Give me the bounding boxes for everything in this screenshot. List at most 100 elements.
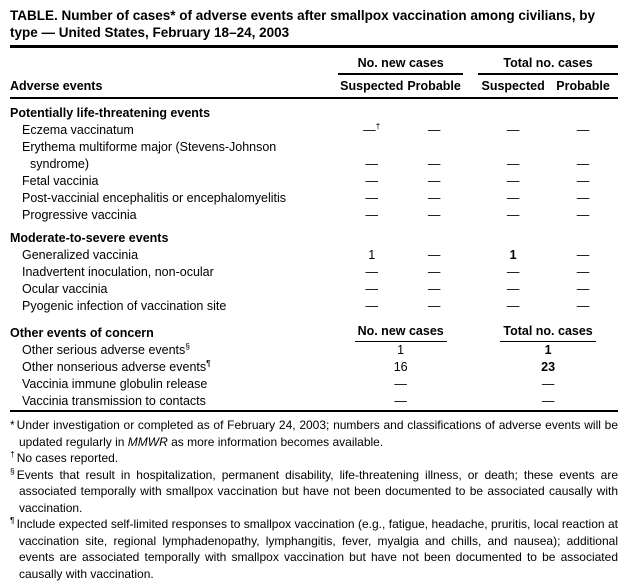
table-title: TABLE. Number of cases* of adverse event… [10, 8, 595, 40]
row-label: Erythema multiforme major (Stevens-Johns… [22, 140, 277, 171]
cell-total-suspected: — [506, 299, 520, 313]
cell-new-cases: 1 [397, 343, 405, 357]
cell-total-probable: — [576, 248, 590, 262]
table-row-post-vaccinial-encephalitis: Post-vaccinial encephalitis or encephalo… [10, 190, 618, 207]
spacer-cell [463, 264, 478, 281]
cell-total-probable: — [576, 174, 590, 188]
row-label: Vaccinia immune globulin release [22, 377, 208, 391]
row-label: Generalized vaccinia [22, 248, 139, 262]
cell-new-probable: — [427, 248, 441, 262]
row-label: Pyogenic infection of vaccination site [22, 299, 227, 313]
cell-new-probable: — [427, 157, 441, 171]
other-col-header-new-cases: No. new cases [338, 315, 463, 342]
cell-new-probable: — [427, 299, 441, 313]
cell-total-probable: — [576, 282, 590, 296]
spacer-cell [463, 376, 478, 393]
spacer-cell [463, 359, 478, 376]
cell-total-suspected: — [506, 174, 520, 188]
cell-total-cases: — [541, 394, 555, 408]
row-label: Fetal vaccinia [22, 174, 99, 188]
table-row-inadvertent-inoculation: Inadvertent inoculation, non-ocular — — … [10, 264, 618, 281]
spacer-cell [463, 48, 478, 74]
empty-header-cell [10, 48, 338, 74]
cell-new-suspected: — [365, 157, 379, 171]
spacer-cell [463, 247, 478, 264]
row-label: Post-vaccinial encephalitis or encephalo… [22, 191, 287, 205]
section-marker: § [10, 465, 15, 476]
spacer-cell [463, 281, 478, 298]
cell-new-suspected: — [365, 208, 379, 222]
title-top-rule [10, 45, 618, 48]
spacer-cell [463, 207, 478, 224]
cell-new-probable: — [427, 123, 441, 137]
footnote-dagger: † No cases reported. [10, 449, 119, 465]
footnote-section-mark: § Events that result in hospitalization, … [10, 465, 618, 515]
col-subheader-probable-total: Probable [548, 74, 618, 99]
cell-new-suspected: — [365, 299, 379, 313]
table-row-erythema-multiforme: Erythema multiforme major (Stevens-Johns… [10, 139, 618, 173]
table-row-generalized-vaccinia: Generalized vaccinia 1 — 1 — [10, 247, 618, 264]
asterisk-marker: * [10, 418, 15, 432]
cell-new-suspected: —† [363, 120, 381, 137]
cell-total-probable: — [576, 123, 590, 137]
spacer-cell [463, 139, 478, 173]
cell-new-suspected: — [365, 282, 379, 296]
cell-total-cases: 1 [544, 343, 552, 357]
row-label: Eczema vaccinatum [22, 123, 134, 137]
table-row-fetal-vaccinia: Fetal vaccinia — — — — [10, 173, 618, 190]
cell-new-suspected: 1 [368, 248, 376, 262]
cell-new-probable: — [427, 265, 441, 279]
cell-total-suspected: — [506, 282, 520, 296]
column-subheader-row: Adverse events Suspected Probable Suspec… [10, 74, 618, 99]
col-subheader-suspected-total: Suspected [478, 74, 549, 99]
cell-new-probable: — [427, 208, 441, 222]
col-group-header-new-cases: No. new cases [338, 48, 463, 75]
section-header-other-events: Other events of concern No. new cases To… [10, 315, 618, 342]
cell-new-suspected: — [365, 265, 379, 279]
spacer-cell [463, 315, 478, 342]
adverse-events-column-header: Adverse events [10, 74, 339, 99]
other-col-header-total-cases: Total no. cases [478, 315, 618, 342]
spacer-cell [463, 173, 478, 190]
dagger-marker: † [10, 449, 15, 459]
mmwr-italic: MMWR [127, 434, 168, 449]
row-label: Other nonserious adverse events¶ [22, 357, 211, 374]
cell-new-suspected: — [365, 174, 379, 188]
section-header-life-threatening: Potentially life-threatening events [10, 98, 618, 122]
col-subheader-suspected-new: Suspected [338, 74, 406, 99]
spacer-cell [463, 122, 478, 139]
cell-total-cases: 23 [541, 360, 556, 374]
table-row-vig-release: Vaccinia immune globulin release — — [10, 376, 618, 393]
cell-total-suspected: — [506, 123, 520, 137]
cell-total-probable: — [576, 157, 590, 171]
cell-new-cases: — [394, 394, 407, 408]
adverse-events-table: No. new cases Total no. cases Adverse ev… [10, 48, 618, 412]
cell-total-suspected: 1 [509, 248, 517, 262]
table-row-eczema-vaccinatum: Eczema vaccinatum —† — — — [10, 122, 618, 139]
table-row-other-serious-events: Other serious adverse events§ 1 1 [10, 342, 618, 359]
section-mark-superscript: § [185, 340, 191, 351]
table-row-other-nonserious-events: Other nonserious adverse events¶ 16 23 [10, 359, 618, 376]
section-header-moderate-severe: Moderate-to-severe events [10, 224, 618, 247]
spacer-cell [463, 298, 478, 315]
pilcrow-superscript: ¶ [206, 357, 211, 368]
table-row-pyogenic-infection: Pyogenic infection of vaccination site —… [10, 298, 618, 315]
col-group-header-total-cases: Total no. cases [478, 48, 618, 75]
column-group-header-row: No. new cases Total no. cases [10, 48, 618, 75]
cell-total-probable: — [576, 191, 590, 205]
cell-new-cases: 16 [393, 360, 408, 374]
table-row-ocular-vaccinia: Ocular vaccinia — — — — [10, 281, 618, 298]
cell-total-suspected: — [506, 265, 520, 279]
row-label: Progressive vaccinia [22, 208, 137, 222]
cell-new-probable: — [427, 191, 441, 205]
cell-total-suspected: — [506, 208, 520, 222]
spacer-cell [463, 342, 478, 359]
cell-new-cases: — [394, 377, 407, 391]
spacer-cell [462, 74, 479, 99]
spacer-cell [463, 190, 478, 207]
footnotes: * Under investigation or completed as of … [10, 417, 618, 582]
row-label: Inadvertent inoculation, non-ocular [22, 265, 214, 279]
cell-total-cases: — [541, 377, 555, 391]
footnote-pilcrow: ¶ Include expected self-limited responses… [10, 515, 618, 581]
section-title: Moderate-to-severe events [10, 231, 169, 245]
